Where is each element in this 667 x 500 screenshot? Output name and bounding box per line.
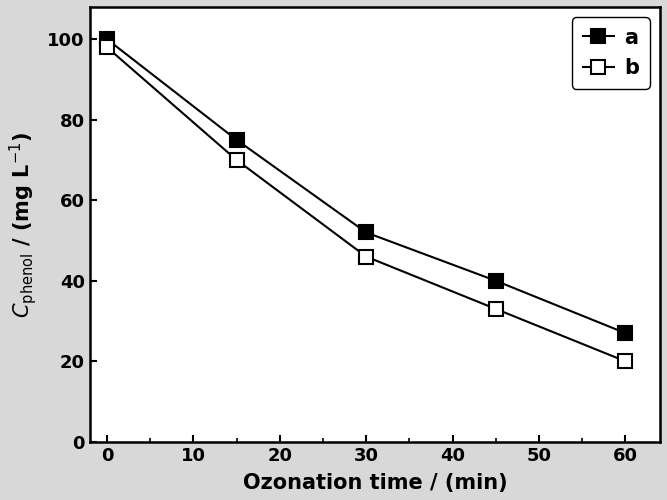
Line: a: a [100, 32, 632, 340]
Legend: a, b: a, b [572, 18, 650, 88]
b [492, 306, 500, 312]
Line: b: b [100, 40, 632, 368]
b [233, 157, 241, 163]
a [622, 330, 630, 336]
Y-axis label: $C$$_{\mathrm{phenol}}$ / (mg L$^{-1}$): $C$$_{\mathrm{phenol}}$ / (mg L$^{-1}$) [7, 132, 39, 318]
a [103, 36, 111, 42]
a [492, 278, 500, 284]
a [362, 230, 370, 235]
b [103, 44, 111, 50]
b [622, 358, 630, 364]
b [362, 254, 370, 260]
a [233, 137, 241, 143]
X-axis label: Ozonation time / (min): Ozonation time / (min) [243, 473, 507, 493]
